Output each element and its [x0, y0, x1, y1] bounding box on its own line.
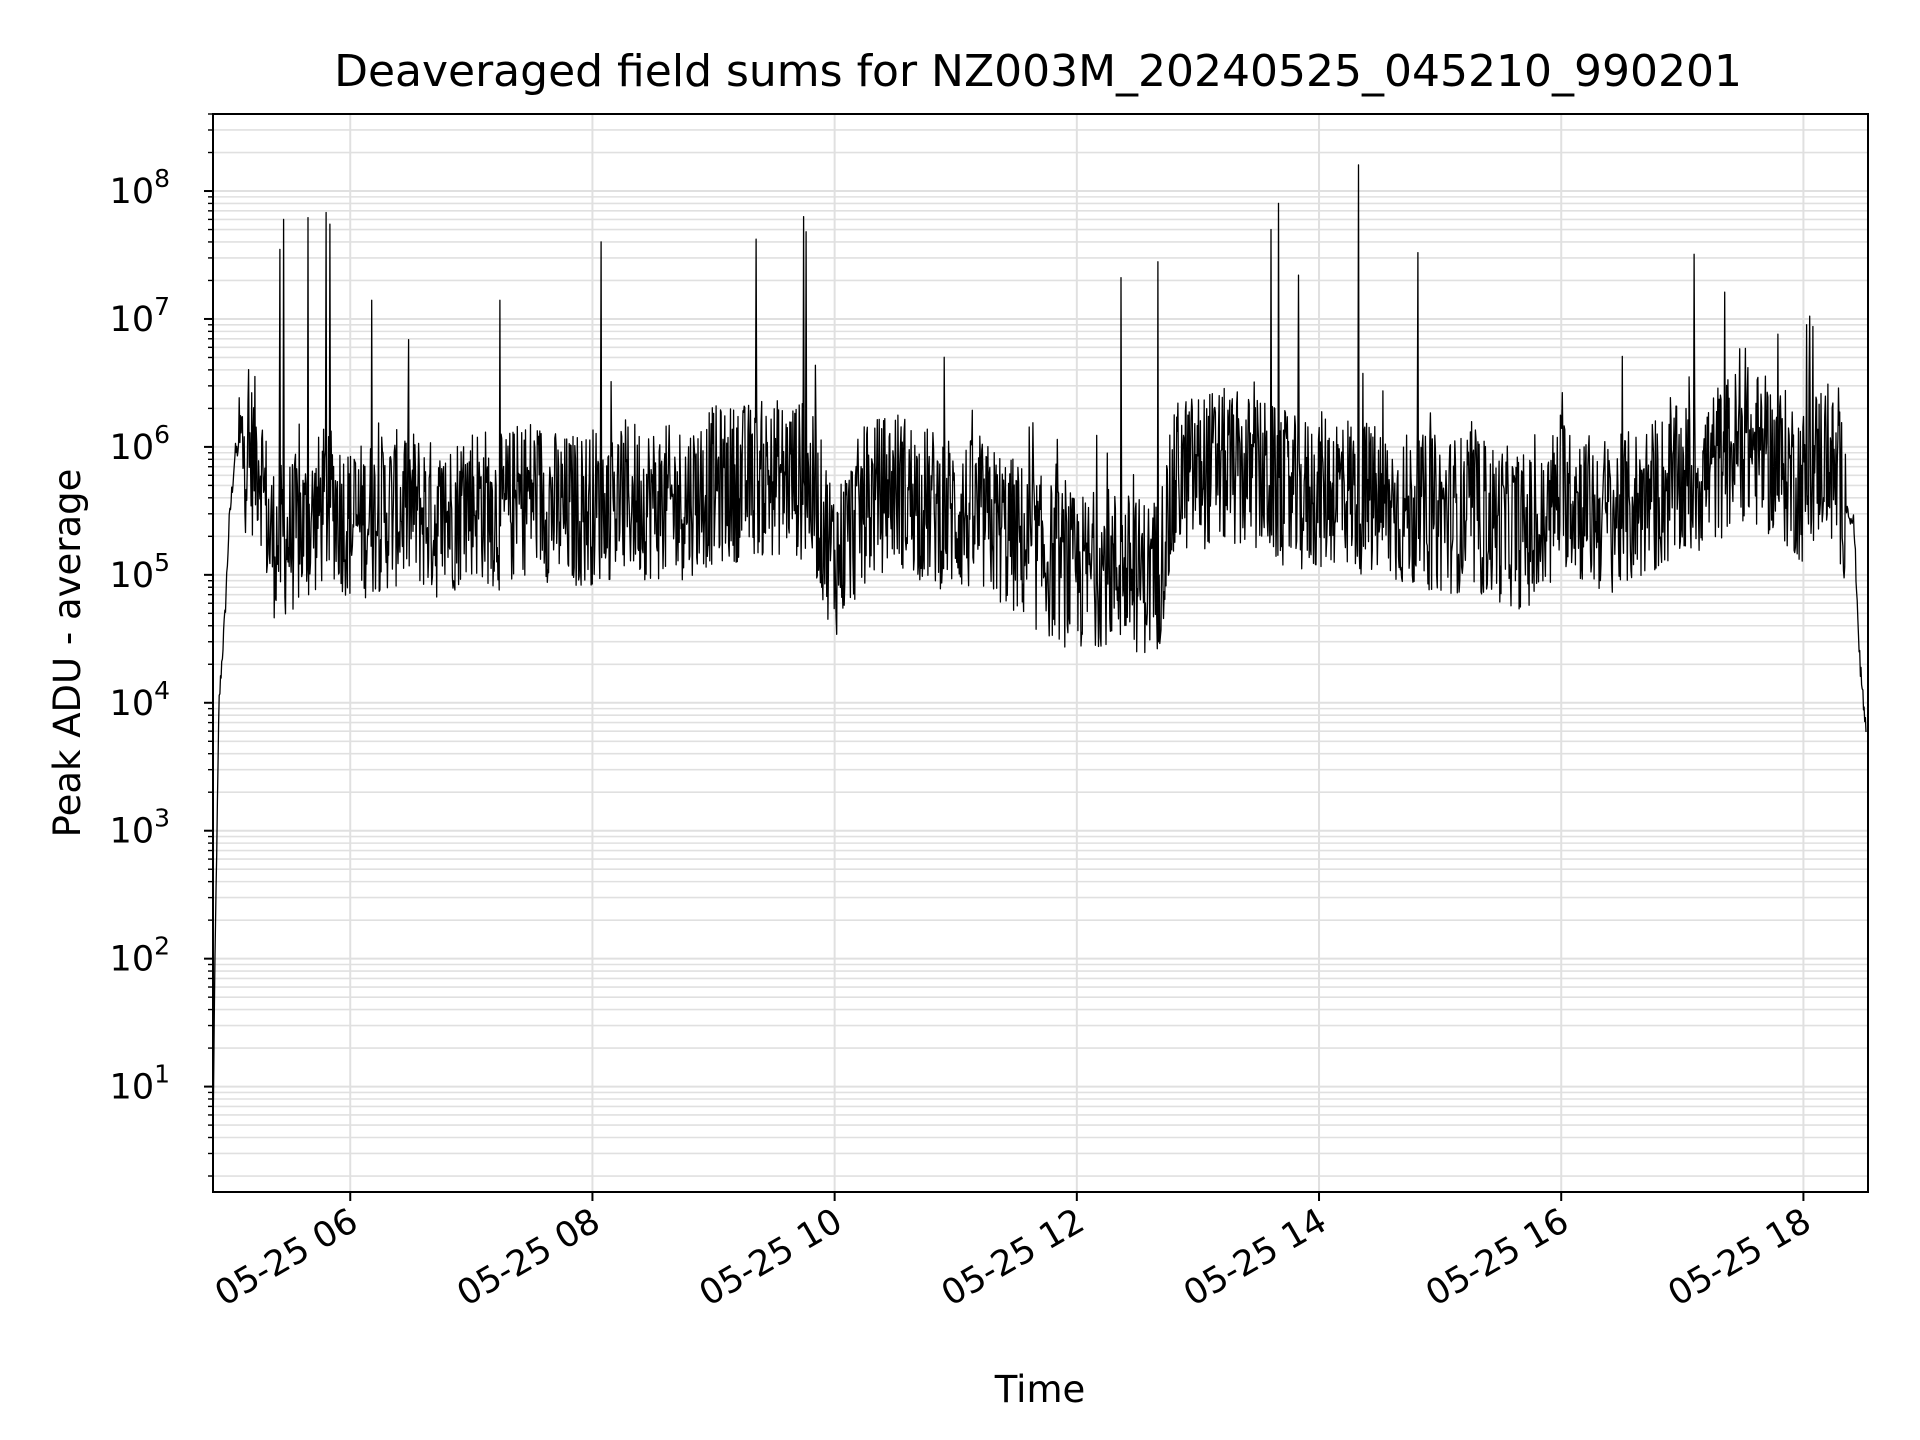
chart-title: Deaveraged field sums for NZ003M_2024052…	[334, 46, 1742, 97]
y-tick-base: 10	[110, 172, 155, 212]
x-tick-label: 05-25 06	[208, 1201, 364, 1314]
y-tick-label: 108	[110, 164, 170, 212]
y-tick-base: 10	[110, 812, 155, 852]
y-tick-base: 10	[110, 428, 155, 468]
y-tick-exponent: 7	[154, 292, 170, 321]
y-tick-label: 102	[110, 932, 170, 980]
y-tick-label: 103	[110, 804, 170, 852]
x-tick-labels: 05-25 06 05-25 08 05-25 10 05-25 12 05-25 14…	[208, 1201, 1817, 1314]
data-line	[212, 164, 1867, 1135]
y-tick-label: 106	[110, 420, 170, 468]
x-tick-label: 05-25 10	[693, 1201, 849, 1314]
y-tick-exponent: 5	[154, 548, 170, 577]
y-tick-base: 10	[110, 300, 155, 340]
y-tick-exponent: 3	[154, 804, 170, 833]
y-tick-exponent: 1	[154, 1060, 170, 1089]
y-axis-label: Peak ADU - average	[46, 469, 89, 838]
plot-frame	[212, 113, 1869, 1193]
y-tick-label: 107	[110, 292, 170, 340]
data-series	[212, 164, 1867, 1135]
x-tick-label: 05-25 16	[1419, 1201, 1575, 1314]
x-axis-label: Time	[994, 1368, 1086, 1411]
x-tick-label: 05-25 08	[451, 1201, 607, 1314]
y-tick-base: 10	[110, 556, 155, 596]
y-tick-label: 101	[110, 1060, 170, 1108]
y-tick-base: 10	[110, 940, 155, 980]
x-tick-label: 05-25 18	[1662, 1201, 1818, 1314]
x-tick-label: 05-25 12	[935, 1201, 1091, 1314]
y-tick-label: 104	[110, 676, 170, 724]
y-tick-exponent: 4	[154, 676, 170, 705]
y-tick-exponent: 2	[154, 932, 170, 961]
x-tick-label: 05-25 14	[1177, 1201, 1333, 1314]
y-tick-base: 10	[110, 1068, 155, 1108]
y-tick-exponent: 8	[154, 164, 170, 193]
y-tick-exponent: 6	[154, 420, 170, 449]
y-tick-label: 105	[110, 548, 170, 596]
y-tick-base: 10	[110, 684, 155, 724]
grid	[213, 113, 1868, 1192]
axis-ticks	[204, 113, 1805, 1201]
